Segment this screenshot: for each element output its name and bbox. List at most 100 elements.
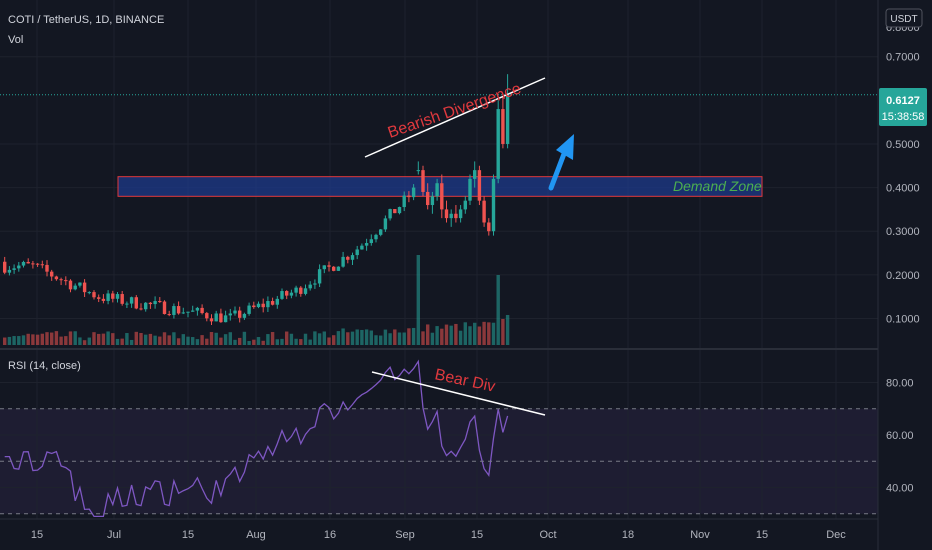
volume-bar [341,328,345,345]
time-tick-label: Dec [826,529,846,541]
time-tick-label: Sep [395,529,415,541]
candle-body [294,287,298,293]
candle-body [458,209,463,219]
volume-bar [111,333,115,345]
candle-body [505,94,510,144]
candle-body [228,313,232,316]
time-axis[interactable]: 15 Jul 15 Aug 16 Sep 15 Oct 18 Nov 15 Dec [31,529,846,541]
candle-body [360,245,364,250]
candle-body [275,298,279,305]
currency-badge[interactable]: USDT [885,8,923,28]
volume-bar [186,336,190,345]
candle-body [78,282,82,286]
volume-legend[interactable]: Vol [8,34,23,46]
candle-body [463,200,467,210]
candle-body [327,265,331,267]
candle-body [501,109,505,144]
candle-body [176,306,181,314]
candle-body [68,280,73,290]
candle-body [40,264,44,266]
candle-body [191,310,195,312]
candle-body [383,218,388,230]
symbol-legend[interactable]: COTI / TetherUS, 1D, BINANCE [8,14,164,26]
volume-bar [482,321,486,345]
candle-body [393,209,397,214]
volume-bar [322,331,326,345]
candle-body [402,195,406,208]
price-tick-label: 0.7000 [886,52,920,64]
candle-body [407,195,411,198]
candle-body [336,266,341,271]
volume-bar [21,335,26,345]
candle-body [200,307,204,314]
candle-body [172,306,176,315]
currency-label: USDT [890,14,917,25]
volume-bar [261,340,265,345]
volume-bar [247,340,251,345]
volume-bar [242,331,247,345]
volume-bar [285,331,289,345]
candle-body [214,313,218,322]
candle-body [261,303,265,308]
volume-bar [68,331,73,345]
volume-bar [430,332,435,345]
volume-bar [383,329,388,345]
volume-bar [200,335,204,345]
demand-zone-label: Demand Zone [673,178,762,194]
volume-bar [223,334,228,345]
volume-bar [115,338,120,345]
rsi-axis[interactable]: 40.00 60.00 80.00 [886,378,914,495]
volume-bar [233,339,237,345]
volume-bar [416,255,420,345]
volume-bar [270,332,275,345]
candle-body [59,279,63,281]
candle-body [7,269,12,273]
volume-bar [45,332,49,345]
candle-body [388,209,392,219]
volume-bar [487,322,491,345]
candle-body [285,291,289,296]
volume-bar [31,334,35,345]
candle-body [64,280,68,282]
candle-body [148,302,153,305]
candle-body [125,303,129,305]
candle-body [270,301,275,305]
rsi-tick-label: 60.00 [886,430,914,442]
time-tick-label: 18 [622,529,634,541]
volume-bar [350,331,355,345]
volume-bar [59,336,63,345]
candle-body [209,318,214,322]
volume-bar [411,327,416,345]
price-tick-label: 0.5000 [886,139,920,151]
candle-body [421,170,425,192]
rsi-legend[interactable]: RSI (14, close) [8,360,81,372]
volume-bar [134,331,138,345]
candle-body [350,255,355,260]
candle-body [364,243,369,246]
candle-body [397,207,402,214]
candle-body [346,256,350,260]
volume-bar [317,333,322,345]
candle-body [317,269,322,284]
bear-div-line [371,371,546,416]
candle-body [134,297,138,309]
volume-bar [491,322,496,345]
rsi-tick-label: 80.00 [886,378,914,390]
rsi-levels [0,408,878,515]
volume-bar [139,332,143,345]
volume-bar [332,335,336,345]
rsi-line [4,359,509,518]
candle-body [144,302,148,310]
volume-bar [388,333,392,345]
volume-bar [129,339,134,345]
bearish-divergence-line [364,77,546,158]
candle-body [17,265,21,269]
volume-bar [468,326,472,345]
volume-bar [360,329,364,345]
candle-body [3,261,7,273]
volume-bar [228,332,232,345]
up-arrow-icon [548,134,574,191]
volume-bar [191,337,195,345]
